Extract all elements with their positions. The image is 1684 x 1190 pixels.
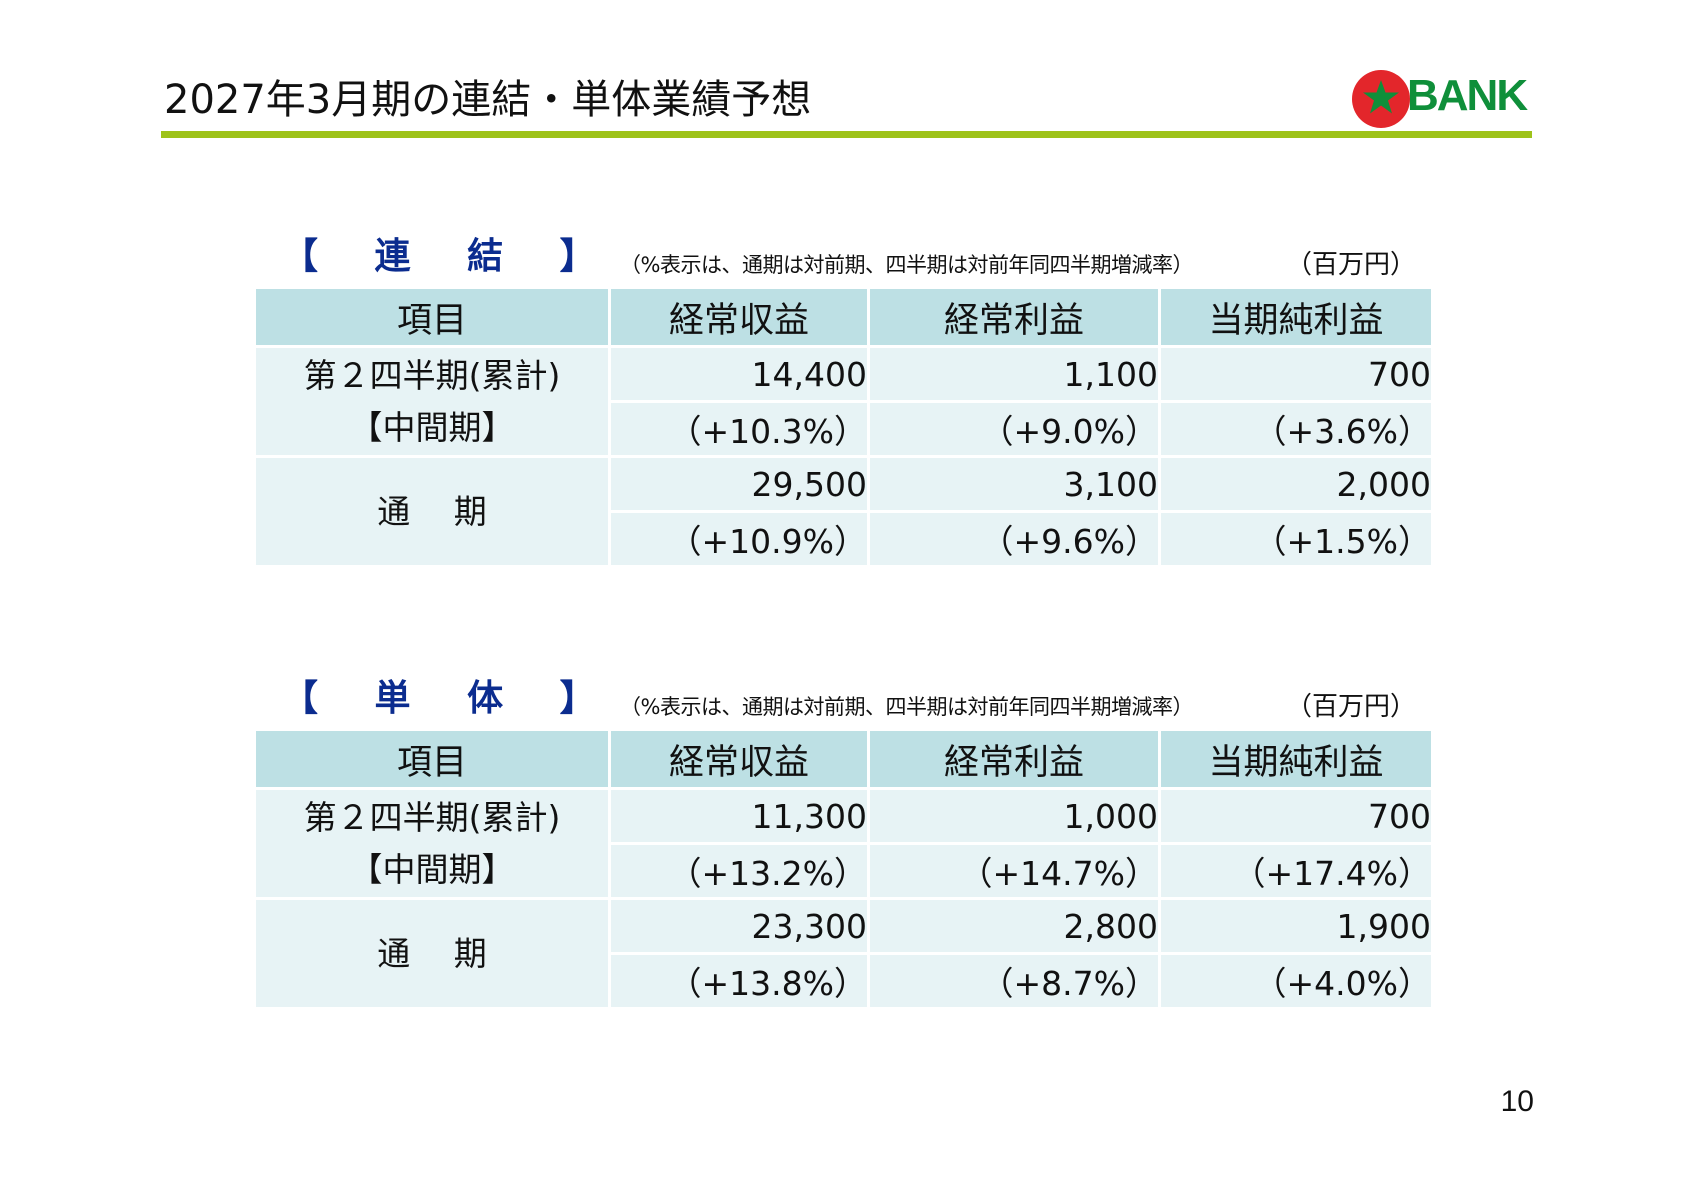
value-cell: 700 [1161, 790, 1431, 842]
row-label-second-quarter: 第２四半期(累計) 【中間期】 [256, 348, 608, 455]
row-label-line: 第２四半期(累計) [303, 797, 561, 837]
table-header-row: 項目 経常収益 経常利益 当期純利益 [256, 289, 1431, 345]
page-number: 10 [1500, 1085, 1534, 1118]
consolidated-section: 【 連 結 】 （%表示は、通期は対前期、四半期は対前年同四半期増減率） （百万… [256, 232, 1431, 568]
change-cell: （+8.7%） [870, 955, 1158, 1007]
bank-logo: BANK [1350, 66, 1530, 128]
row-label-line: 【中間期】 [349, 849, 515, 889]
change-cell: （+17.4%） [1161, 845, 1431, 897]
row-label-line: 第２四半期(累計) [303, 355, 561, 395]
non-consolidated-section: 【 単 体 】 （%表示は、通期は対前期、四半期は対前年同四半期増減率） （百万… [256, 674, 1431, 1010]
row-label-second-quarter: 第２四半期(累計) 【中間期】 [256, 790, 608, 897]
header-ordinary-revenue: 経常収益 [611, 289, 867, 345]
table-header-row: 項目 経常収益 経常利益 当期純利益 [256, 731, 1431, 787]
value-cell: 11,300 [611, 790, 867, 842]
logo-wordmark: BANK [1407, 71, 1528, 120]
header-item: 項目 [256, 731, 608, 787]
row-label-full-year: 通 期 [256, 458, 608, 565]
title-underline [161, 131, 1532, 138]
row-label-line: 【中間期】 [349, 407, 515, 447]
consolidated-table: 項目 経常収益 経常利益 当期純利益 第２四半期(累計) 【中間期】 14,40… [253, 286, 1434, 568]
value-cell: 1,100 [870, 348, 1158, 400]
header-ordinary-revenue: 経常収益 [611, 731, 867, 787]
value-cell: 1,000 [870, 790, 1158, 842]
table-row: （+10.9%） （+9.6%） （+1.5%） [256, 513, 1431, 565]
change-cell: （+10.3%） [611, 403, 867, 455]
value-cell: 29,500 [611, 458, 867, 510]
non-consolidated-unit: （百万円） [1285, 692, 1416, 722]
change-cell: （+10.9%） [611, 513, 867, 565]
consolidated-unit: （百万円） [1285, 250, 1416, 280]
table-row: 第２四半期(累計) 【中間期】 14,400 1,100 700 [256, 348, 1431, 455]
value-cell: 2,000 [1161, 458, 1431, 510]
consolidated-label: 【 連 結 】 [282, 236, 618, 277]
change-cell: （+13.8%） [611, 955, 867, 1007]
page-title: 2027年3月期の連結・単体業績予想 [164, 77, 812, 123]
header-net-income: 当期純利益 [1161, 731, 1431, 787]
row-label-full-year: 通 期 [256, 900, 608, 1007]
header-item: 項目 [256, 289, 608, 345]
header-net-income: 当期純利益 [1161, 289, 1431, 345]
table-row: （+10.3%） （+9.0%） （+3.6%） [256, 403, 1431, 455]
table-row: 通 期 23,300 2,800 1,900 [256, 900, 1431, 1007]
value-cell: 14,400 [611, 348, 867, 400]
header-ordinary-profit: 経常利益 [870, 289, 1158, 345]
table-row: （+13.8%） （+8.7%） （+4.0%） [256, 955, 1431, 1007]
value-cell: 3,100 [870, 458, 1158, 510]
change-cell: （+3.6%） [1161, 403, 1431, 455]
value-cell: 700 [1161, 348, 1431, 400]
table-row: （+13.2%） （+14.7%） （+17.4%） [256, 845, 1431, 897]
value-cell: 2,800 [870, 900, 1158, 952]
change-cell: （+4.0%） [1161, 955, 1431, 1007]
star-in-circle-icon [1352, 70, 1410, 128]
non-consolidated-table: 項目 経常収益 経常利益 当期純利益 第２四半期(累計) 【中間期】 11,30… [253, 728, 1434, 1010]
value-cell: 23,300 [611, 900, 867, 952]
change-cell: （+9.6%） [870, 513, 1158, 565]
non-consolidated-label: 【 単 体 】 [282, 678, 618, 719]
change-cell: （+13.2%） [611, 845, 867, 897]
consolidated-note: （%表示は、通期は対前期、四半期は対前年同四半期増減率） [620, 253, 1193, 277]
header-ordinary-profit: 経常利益 [870, 731, 1158, 787]
change-cell: （+1.5%） [1161, 513, 1431, 565]
change-cell: （+14.7%） [870, 845, 1158, 897]
table-row: 第２四半期(累計) 【中間期】 11,300 1,000 700 [256, 790, 1431, 897]
table-row: 通 期 29,500 3,100 2,000 [256, 458, 1431, 565]
value-cell: 1,900 [1161, 900, 1431, 952]
non-consolidated-note: （%表示は、通期は対前期、四半期は対前年同四半期増減率） [620, 695, 1193, 719]
change-cell: （+9.0%） [870, 403, 1158, 455]
